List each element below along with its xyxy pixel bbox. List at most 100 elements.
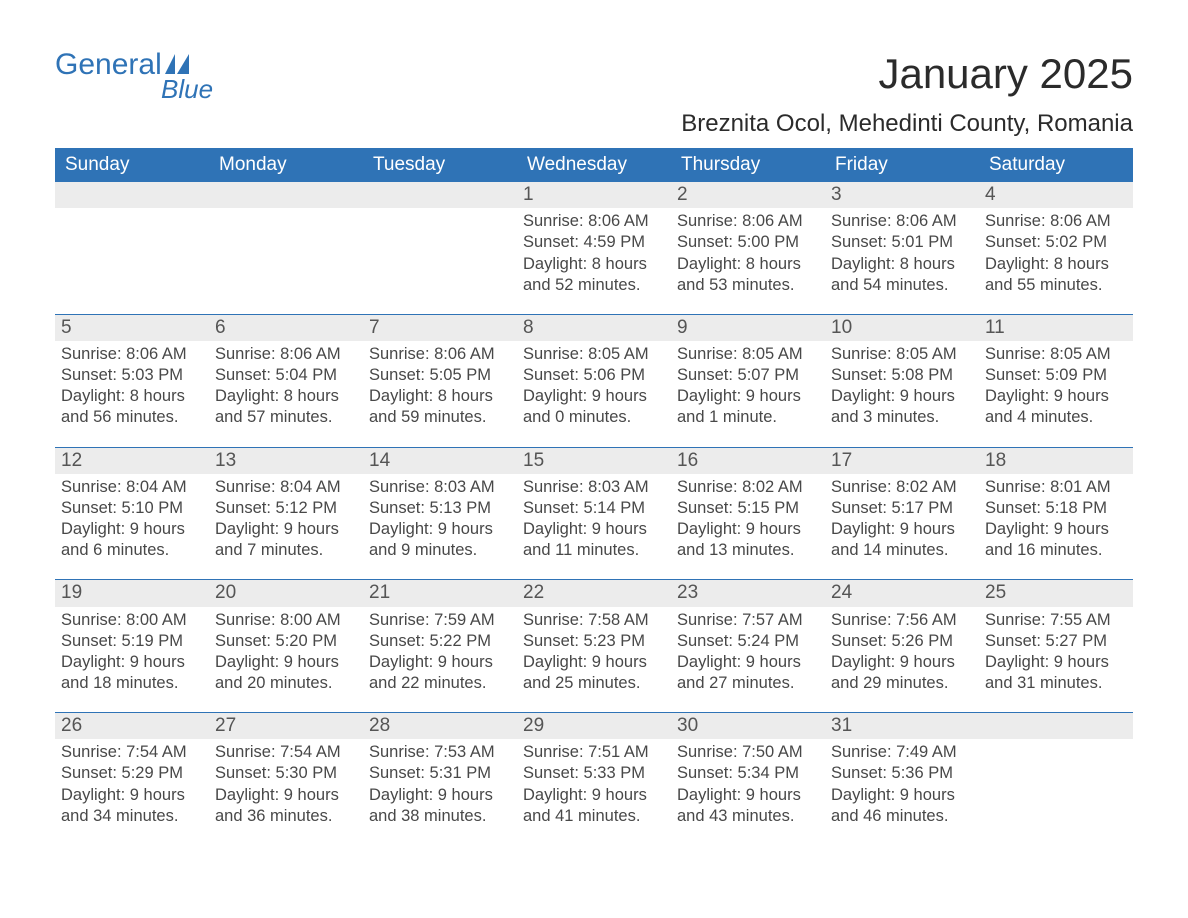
day-cell-12: 12Sunrise: 8:04 AMSunset: 5:10 PMDayligh… — [55, 448, 209, 570]
sunrise-value: 8:06 AM — [434, 345, 495, 363]
sunrise: Sunrise: 8:04 AM — [215, 477, 357, 498]
day-details: Sunrise: 7:51 AMSunset: 5:33 PMDaylight:… — [517, 739, 671, 834]
day-details: Sunrise: 8:05 AM Sunset: 5:06 PMDaylight:… — [517, 341, 671, 436]
dow-thursday: Thursday — [671, 148, 825, 182]
day-number: 30 — [671, 713, 825, 739]
daylight: Daylight: 8 hours — [677, 254, 819, 275]
day-number: 9 — [671, 315, 825, 341]
day-cell-21: 21Sunrise: 7:59 AMSunset: 5:22 PMDayligh… — [363, 580, 517, 702]
sunrise: Sunrise: 7:57 AM — [677, 610, 819, 631]
sunset-label: Sunset: — [677, 632, 738, 650]
sunset-label: Sunset: — [523, 233, 584, 251]
sunset: Sunset: 5:06 PM — [523, 365, 665, 386]
sunset-value: 5:20 PM — [276, 632, 337, 650]
day-details: Sunrise: 7:49 AMSunset: 5:36 PMDaylight:… — [825, 739, 979, 834]
daylight-value: 8 hours — [900, 255, 955, 273]
daylight-line2: and 6 minutes. — [61, 540, 203, 561]
daylight: Daylight: 9 hours — [523, 386, 665, 407]
day-details: Sunrise: 7:58 AMSunset: 5:23 PMDaylight:… — [517, 607, 671, 702]
sunrise-value: 7:58 AM — [588, 611, 649, 629]
sunset-label: Sunset: — [523, 366, 584, 384]
daylight-line2: and 46 minutes. — [831, 806, 973, 827]
location-subtitle: Breznita Ocol, Mehedinti County, Romania — [681, 110, 1133, 138]
day-cell-8: 8 Sunrise: 8:05 AM Sunset: 5:06 PMDaylight… — [517, 315, 671, 437]
day-cell-31: 31Sunrise: 7:49 AMSunset: 5:36 PMDayligh… — [825, 713, 979, 835]
sunset: Sunset: 5:08 PM — [831, 365, 973, 386]
sunrise-label: Sunrise: — [369, 478, 434, 496]
sunset: Sunset: 4:59 PM — [523, 232, 665, 253]
sunrise-value: 8:06 AM — [896, 212, 957, 230]
day-number: 5 — [55, 315, 209, 341]
header: General Blue January 2025 Breznita Ocol,… — [55, 50, 1133, 138]
daylight-line2: and 41 minutes. — [523, 806, 665, 827]
sunrise-label: Sunrise: — [523, 345, 588, 363]
sunset-value: 5:13 PM — [430, 499, 491, 517]
sunrise: Sunrise: 8:06 AM — [831, 211, 973, 232]
daylight: Daylight: 9 hours — [831, 519, 973, 540]
daylight-label: Daylight: — [61, 387, 130, 405]
sunrise-value: 8:04 AM — [280, 478, 341, 496]
daylight: Daylight: 9 hours — [831, 386, 973, 407]
sunset-label: Sunset: — [677, 233, 738, 251]
sunrise-value: 7:57 AM — [742, 611, 803, 629]
sunrise-label: Sunrise: — [677, 743, 742, 761]
sunset: Sunset: 5:31 PM — [369, 763, 511, 784]
day-number: 16 — [671, 448, 825, 474]
sunset-value: 5:14 PM — [584, 499, 645, 517]
sunset-value: 5:17 PM — [892, 499, 953, 517]
sunrise: Sunrise: 8:06 AM — [369, 344, 511, 365]
sunrise-value: 8:00 AM — [280, 611, 341, 629]
sunset-label: Sunset: — [61, 632, 122, 650]
daylight-line2: and 59 minutes. — [369, 407, 511, 428]
daylight-label: Daylight: — [369, 653, 438, 671]
daylight: Daylight: 9 hours — [677, 519, 819, 540]
day-details: Sunrise: 7:56 AMSunset: 5:26 PMDaylight:… — [825, 607, 979, 702]
day-cell-5: 5Sunrise: 8:06 AMSunset: 5:03 PMDaylight… — [55, 315, 209, 437]
day-details: Sunrise: 8:06 AMSunset: 5:02 PMDaylight:… — [979, 208, 1133, 303]
day-number: 10 — [825, 315, 979, 341]
day-details: Sunrise: 8:00 AMSunset: 5:20 PMDaylight:… — [209, 607, 363, 702]
sunrise: Sunrise: 8:06 AM — [215, 344, 357, 365]
daylight-line2: and 22 minutes. — [369, 673, 511, 694]
daylight-line2: and 55 minutes. — [985, 275, 1127, 296]
sunset-label: Sunset: — [831, 764, 892, 782]
title-block: January 2025 Breznita Ocol, Mehedinti Co… — [681, 50, 1133, 138]
dow-wednesday: Wednesday — [517, 148, 671, 182]
sunrise-value: 8:04 AM — [126, 478, 187, 496]
sunrise-label: Sunrise: — [523, 743, 588, 761]
daylight: Daylight: 9 hours — [677, 652, 819, 673]
daylight-label: Daylight: — [523, 786, 592, 804]
sunrise-value: 7:50 AM — [742, 743, 803, 761]
day-details: Sunrise: 8:06 AMSunset: 5:04 PMDaylight:… — [209, 341, 363, 436]
day-number: 8 — [517, 315, 671, 341]
sunrise-value: 7:54 AM — [280, 743, 341, 761]
sunrise-value: 8:05 AM — [588, 345, 649, 363]
daylight: Daylight: 9 hours — [215, 519, 357, 540]
dow-saturday: Saturday — [979, 148, 1133, 182]
daylight-label: Daylight: — [985, 520, 1054, 538]
sunrise-value: 8:03 AM — [434, 478, 495, 496]
sunrise: Sunrise: 8:02 AM — [677, 477, 819, 498]
day-details: Sunrise: 7:50 AMSunset: 5:34 PMDaylight:… — [671, 739, 825, 834]
day-details: Sunrise: 8:04 AMSunset: 5:10 PMDaylight:… — [55, 474, 209, 569]
daylight: Daylight: 8 hours — [61, 386, 203, 407]
daylight-line2: and 0 minutes. — [523, 407, 665, 428]
day-cell-10: 10Sunrise: 8:05 AMSunset: 5:08 PMDayligh… — [825, 315, 979, 437]
daylight: Daylight: 9 hours — [677, 386, 819, 407]
sunrise-value: 7:59 AM — [434, 611, 495, 629]
sunrise-label: Sunrise: — [831, 478, 896, 496]
sunrise-label: Sunrise: — [985, 611, 1050, 629]
daylight-label: Daylight: — [215, 387, 284, 405]
daylight-label: Daylight: — [369, 520, 438, 538]
daylight-line2: and 9 minutes. — [369, 540, 511, 561]
sunset: Sunset: 5:23 PM — [523, 631, 665, 652]
sunset-label: Sunset: — [61, 499, 122, 517]
day-number: 11 — [979, 315, 1133, 341]
sunset-label: Sunset: — [215, 366, 276, 384]
daylight-line2: and 43 minutes. — [677, 806, 819, 827]
day-cell-empty — [979, 713, 1133, 835]
logo-text-1: General — [55, 50, 162, 80]
daylight: Daylight: 8 hours — [369, 386, 511, 407]
sunset-value: 5:29 PM — [122, 764, 183, 782]
logo: General Blue — [55, 50, 213, 102]
